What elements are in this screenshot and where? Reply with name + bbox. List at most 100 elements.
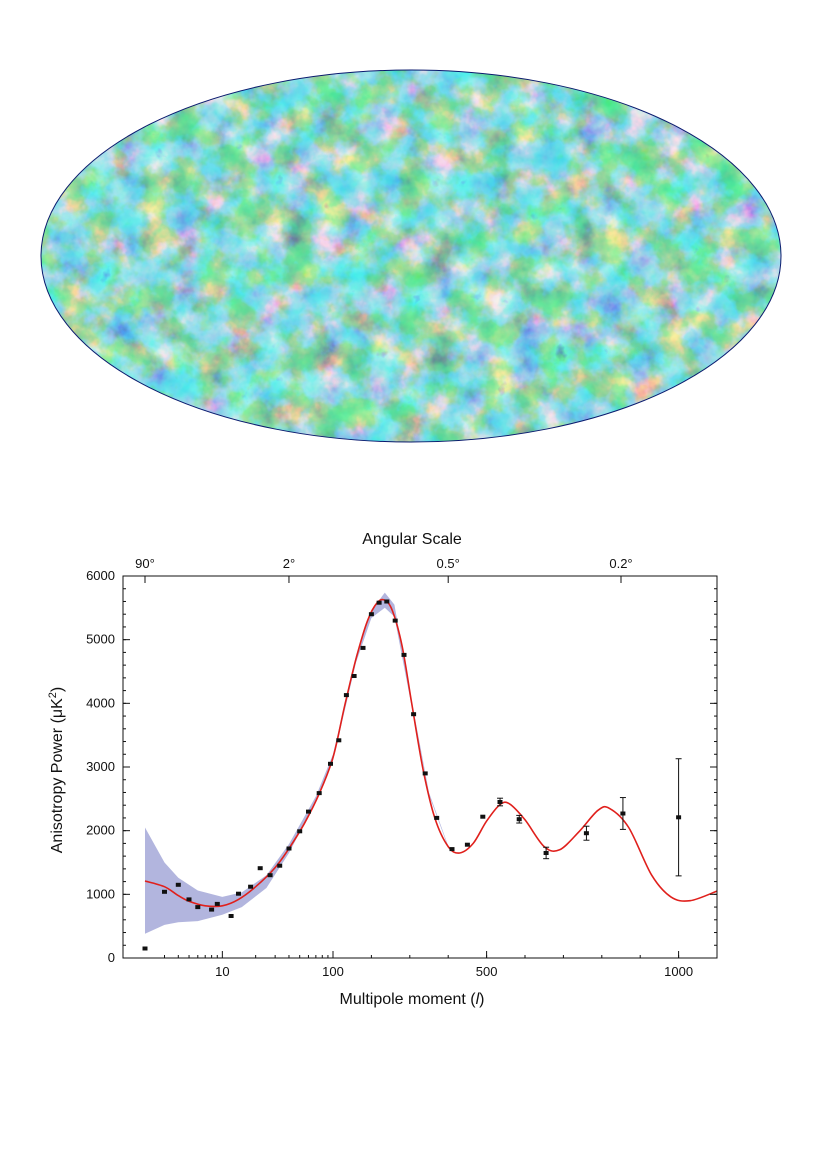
data-point-marker	[620, 811, 626, 816]
data-point-marker	[434, 815, 440, 820]
data-point	[480, 814, 486, 819]
x-tick-label: 10	[215, 964, 229, 979]
data-point	[583, 825, 590, 841]
data-point-marker	[257, 866, 263, 871]
x-tick-label: 1000	[664, 964, 693, 979]
data-point	[376, 600, 382, 605]
y-axis-title: Anisotropy Power (μK2)	[47, 687, 66, 854]
top-tick-label: 90°	[135, 556, 155, 571]
data-point-marker	[186, 897, 192, 902]
data-point-marker	[162, 889, 167, 894]
data-point	[306, 809, 311, 814]
data-point-marker	[214, 901, 220, 906]
data-point	[214, 901, 220, 906]
y-axis-title-sup: 2	[47, 692, 59, 698]
data-point	[336, 738, 342, 743]
data-point	[297, 829, 303, 834]
data-point-marker	[236, 891, 241, 896]
data-point-marker	[543, 851, 549, 855]
data-point	[228, 914, 234, 918]
data-point-marker	[401, 652, 407, 657]
data-point	[411, 712, 417, 717]
data-point-marker	[316, 791, 322, 796]
data-point	[343, 693, 349, 698]
data-point	[384, 599, 390, 604]
data-point-marker	[368, 612, 374, 617]
y-tick-label: 6000	[86, 568, 115, 583]
top-axis-title: Angular Scale	[362, 531, 462, 548]
data-point	[360, 645, 366, 650]
data-point	[401, 652, 407, 657]
data-point	[619, 797, 626, 830]
data-point	[175, 882, 181, 887]
y-tick-label: 2000	[86, 823, 115, 838]
data-point	[248, 884, 254, 889]
band-area	[145, 592, 449, 934]
y-tick-label: 3000	[86, 759, 115, 774]
data-point	[257, 866, 263, 871]
data-point	[543, 846, 550, 860]
data-point-marker	[277, 863, 283, 868]
y-axis-title-base: Anisotropy Power (μK	[49, 698, 66, 853]
data-point-marker	[384, 599, 390, 604]
data-point	[162, 889, 167, 894]
x-axis-title: Multipole moment (l)	[340, 991, 485, 1008]
data-point-marker	[175, 882, 181, 887]
top-tick-label: 2°	[283, 556, 295, 571]
data-point-marker	[195, 905, 201, 910]
top-tick-label: 0.2°	[609, 556, 632, 571]
data-point	[464, 842, 470, 847]
data-point-marker	[497, 800, 503, 804]
data-points	[142, 599, 682, 951]
data-point	[209, 907, 215, 912]
data-point	[316, 791, 322, 796]
data-point-marker	[209, 907, 215, 912]
data-point-marker	[343, 693, 349, 698]
data-point	[286, 846, 292, 851]
data-point	[392, 618, 398, 623]
data-point-marker	[328, 761, 333, 766]
data-point	[186, 897, 192, 902]
data-point-marker	[449, 847, 455, 852]
data-point-marker	[360, 645, 366, 650]
data-point-marker	[297, 829, 303, 834]
y-axis-title-end: )	[49, 687, 66, 692]
data-point	[277, 863, 283, 868]
data-point-marker	[267, 873, 273, 878]
data-point-marker	[351, 674, 357, 678]
x-tick-label: 100	[322, 964, 344, 979]
data-point	[422, 771, 428, 776]
data-point	[351, 674, 357, 678]
data-point-marker	[228, 914, 234, 918]
y-tick-label: 5000	[86, 632, 115, 647]
data-point-marker	[676, 815, 682, 820]
data-point	[195, 905, 201, 910]
x-axis-title-prefix: Multipole moment (	[340, 991, 477, 1008]
y-tick-label: 0	[108, 950, 115, 965]
cosmic-variance-band	[145, 592, 449, 934]
x-axis-title-suffix: )	[479, 991, 484, 1008]
data-point-marker	[392, 618, 398, 623]
data-point	[516, 814, 523, 824]
data-point-marker	[306, 809, 311, 814]
x-tick-label: 500	[476, 964, 498, 979]
data-point	[449, 847, 455, 852]
data-point-marker	[286, 846, 292, 851]
data-point-marker	[480, 814, 486, 819]
data-point-marker	[142, 946, 148, 951]
data-point	[328, 761, 333, 766]
data-point	[236, 891, 241, 896]
data-point-marker	[516, 817, 522, 822]
data-point	[368, 612, 374, 617]
data-point-marker	[464, 842, 470, 847]
data-point	[267, 873, 273, 878]
data-point-marker	[422, 771, 428, 776]
top-tick-label: 0.5°	[437, 556, 460, 571]
axis-ticks: 0 1000 2000 3000 4000 5000 6000 10 100 500 1000 90°…	[86, 556, 718, 979]
data-point-marker	[583, 831, 589, 836]
data-point	[497, 797, 504, 807]
y-tick-label: 4000	[86, 695, 115, 710]
data-point	[142, 946, 148, 951]
model-line	[144, 598, 718, 908]
